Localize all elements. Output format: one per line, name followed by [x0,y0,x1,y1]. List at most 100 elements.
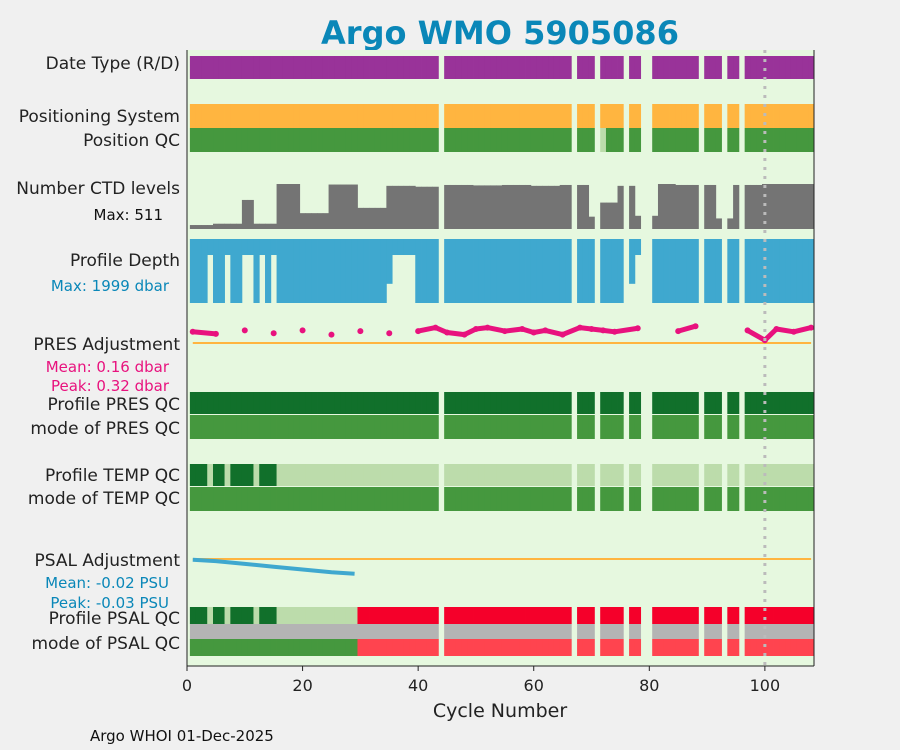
ctd-levels-bar [253,223,260,229]
temp-mode-band [467,487,474,511]
date-type-band [334,56,341,79]
ctd-levels-bar [513,184,520,229]
date-type-band [686,56,694,79]
temp-qc-band [727,464,734,486]
pres-mode-band [455,415,462,439]
psal-qc-band [265,607,272,624]
ctd-levels-bar [565,184,572,229]
profile-depth-bar [230,239,237,303]
temp-qc-band [363,464,370,486]
profile-depth-bar [444,239,451,303]
pres-qc-band [363,392,370,414]
positioning-band [224,104,231,128]
psal-qc-band [605,607,613,624]
temp-qc-band [767,464,774,486]
temp-mode-band [588,487,595,511]
psal-grey-band [652,624,659,639]
pres-mode-band [444,415,451,439]
profile-depth-bar [282,239,289,303]
temp-qc-band [588,464,595,486]
ctd-levels-bar [247,199,254,229]
ctd-levels-bar [727,218,734,229]
psal-mode-band [467,639,474,656]
pres-adjustment-point [744,327,751,334]
ctd-levels-bar [207,225,214,229]
date-type-band [750,56,757,79]
temp-qc-band [600,464,607,486]
psal-mode-band [293,639,301,656]
date-type-band [761,56,769,79]
positioning-band [790,104,798,128]
psal-grey-band [311,624,318,639]
position-qc-band [253,128,260,152]
profile-depth-bar [328,239,335,303]
pres-mode-band [802,415,809,439]
psal-qc-band [397,607,405,624]
psal-qc-band [247,607,254,624]
psal-grey-band [189,624,197,639]
temp-qc-band [265,464,272,486]
psal-qc-band [663,607,670,624]
psal-mode-band [808,639,815,656]
psal-mode-band [259,639,266,656]
pres-qc-band [692,392,699,414]
psal-mode-band [652,639,659,656]
pres-mode-band [785,415,792,439]
profile-depth-bar [808,239,815,303]
psal-grey-band [802,624,809,639]
profile-depth-bar [773,239,780,303]
ctd-levels-bar [588,216,595,229]
psal-qc-band [779,607,786,624]
date-type-band [548,56,555,79]
pres-qc-band [507,392,514,414]
date-type-band [704,56,711,79]
temp-mode-band [345,487,353,511]
date-type-band [230,56,237,79]
pres-adjustment-point [611,328,618,335]
psal-grey-band [530,624,538,639]
psal-qc-band [756,607,763,624]
temp-mode-band [490,487,497,511]
profile-depth-bar [415,239,422,303]
pres-qc-band [369,392,376,414]
pres-adjustment-point [542,327,549,334]
positioning-band [288,104,295,128]
date-type-band [652,56,659,79]
pres-qc-band [322,392,329,414]
temp-mode-band [259,487,266,511]
temp-mode-band [374,487,381,511]
ctd-levels-bar [553,185,561,229]
date-type-band [403,56,410,79]
temp-qc-band [236,464,243,486]
psal-qc-band [351,607,358,624]
psal-qc-band [449,607,457,624]
psal-qc-band [305,607,312,624]
profile-depth-bar [501,239,509,303]
profile-depth-bar [553,239,561,303]
pres-qc-band [247,392,254,414]
psal-qc-band [490,607,497,624]
temp-mode-band [426,487,433,511]
temp-mode-band [744,487,751,511]
psal-qc-band [542,607,549,624]
date-type-band [461,56,468,79]
ctd-levels-bar [421,186,428,229]
position-qc-band [600,128,607,152]
pres-mode-band [727,415,734,439]
temp-mode-band [322,487,329,511]
ctd-levels-bar [351,184,358,229]
x-tick-label: 100 [750,676,781,695]
ctd-levels-bar [276,184,283,229]
positioning-band [715,104,722,128]
pres-mode-band [241,415,249,439]
temp-qc-band [507,464,514,486]
psal-mode-band [218,639,225,656]
positioning-band [744,104,751,128]
position-qc-band [444,128,451,152]
ctd-levels-bar [241,199,249,229]
psal-grey-band [767,624,774,639]
date-type-band [380,56,387,79]
temp-qc-band [213,464,220,486]
positioning-band [247,104,254,128]
psal-grey-band [461,624,468,639]
